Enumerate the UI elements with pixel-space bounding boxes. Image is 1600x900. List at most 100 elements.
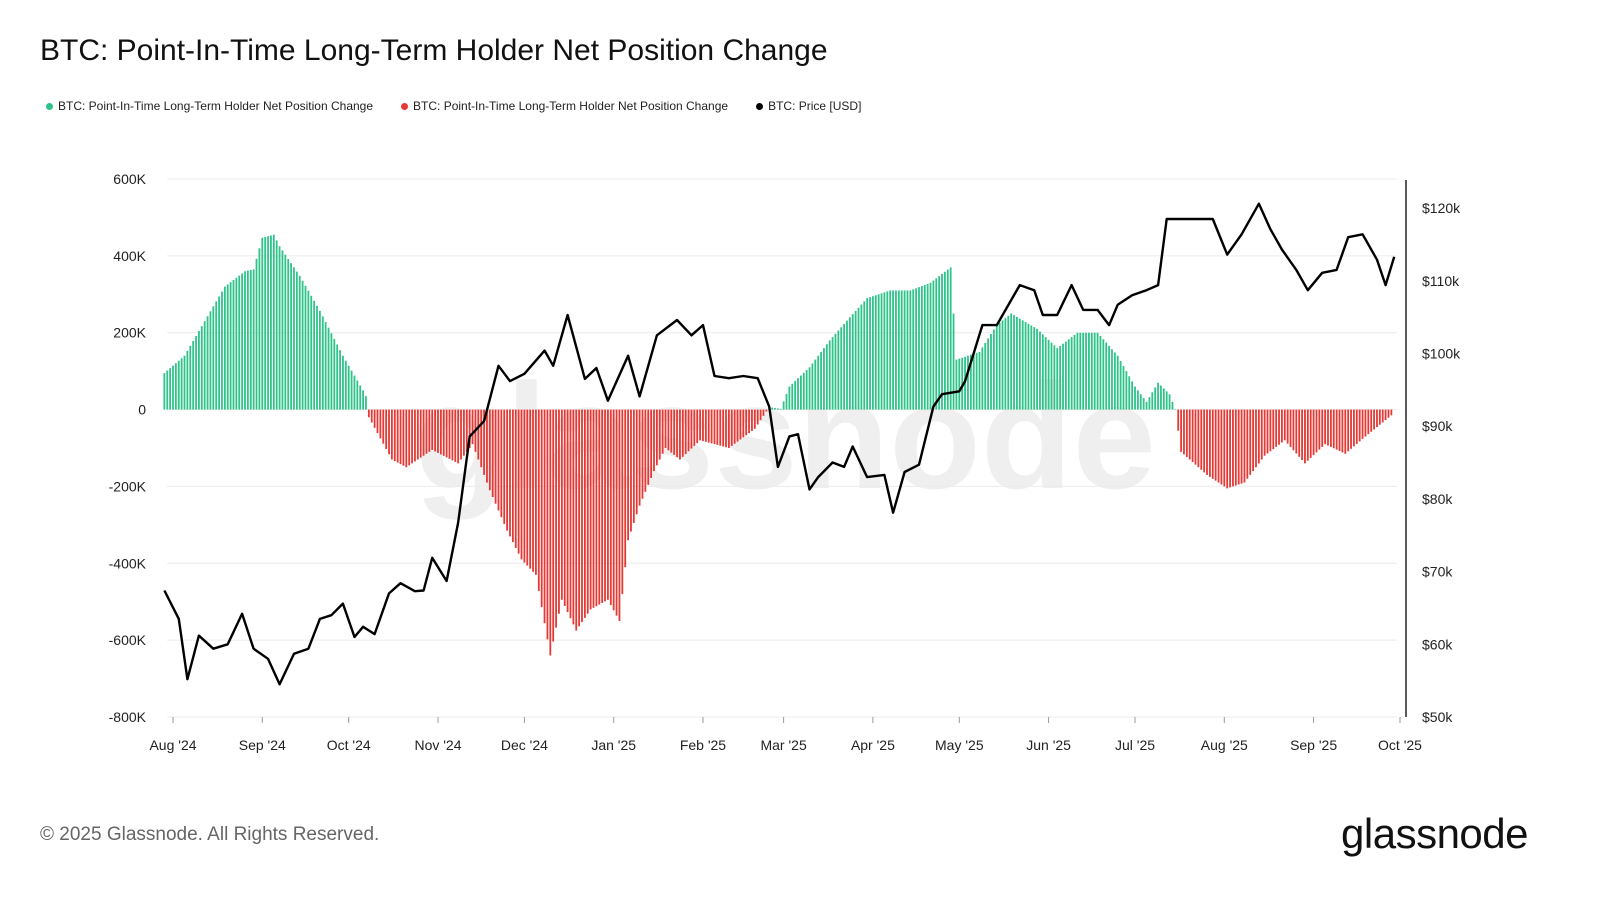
bar-positive xyxy=(808,367,811,410)
bar-negative xyxy=(1387,409,1390,418)
bar-positive xyxy=(1027,323,1030,410)
bar-positive xyxy=(1041,334,1044,410)
bar-positive xyxy=(1151,392,1154,410)
bar-negative xyxy=(676,409,678,458)
bar-positive xyxy=(166,370,169,410)
bar-negative xyxy=(751,409,753,431)
y-left-tick-label: -400K xyxy=(109,555,147,571)
bar-negative xyxy=(1260,409,1263,460)
bar-negative xyxy=(756,409,759,425)
bar-positive xyxy=(794,381,797,410)
bar-positive xyxy=(1116,355,1119,410)
bar-negative xyxy=(1197,409,1200,468)
bar-negative xyxy=(1220,409,1223,485)
bar-positive xyxy=(802,372,805,410)
bar-negative xyxy=(601,409,604,603)
bar-positive xyxy=(771,407,773,410)
bar-negative xyxy=(382,409,385,444)
bar-negative xyxy=(673,409,676,455)
bar-negative xyxy=(719,409,722,446)
bar-negative xyxy=(448,409,451,459)
bar-negative xyxy=(630,409,632,532)
bar-positive xyxy=(353,375,356,410)
bar-positive xyxy=(249,269,252,410)
bar-positive xyxy=(923,284,926,410)
bar-positive xyxy=(929,282,932,410)
bar-positive xyxy=(342,355,344,410)
bar-positive xyxy=(776,408,779,410)
bar-negative xyxy=(1390,409,1393,416)
bar-positive xyxy=(779,408,782,410)
bar-positive xyxy=(212,306,215,410)
bar-positive xyxy=(1145,401,1148,410)
bar-positive xyxy=(339,350,341,410)
bar-negative xyxy=(480,409,483,468)
bar-negative xyxy=(595,409,598,607)
bar-positive xyxy=(886,291,889,410)
y-right-tick-label: $110k xyxy=(1422,273,1460,289)
bar-negative xyxy=(710,409,713,444)
bar-positive xyxy=(163,373,166,410)
legend: BTC: Point-In-Time Long-Term Holder Net … xyxy=(46,99,861,113)
bar-negative xyxy=(624,409,627,568)
legend-item-price[interactable]: BTC: Price [USD] xyxy=(756,99,861,113)
bar-negative xyxy=(1226,409,1229,489)
bar-negative xyxy=(439,409,442,455)
y-right-tick-label: $80k xyxy=(1422,491,1453,507)
bar-positive xyxy=(998,322,1001,410)
bar-negative xyxy=(494,409,497,504)
bar-positive xyxy=(365,396,367,410)
bar-positive xyxy=(284,254,287,410)
bar-positive xyxy=(889,290,892,410)
y-left-tick-label: 600K xyxy=(113,171,146,187)
bar-negative xyxy=(598,409,601,605)
legend-item-negative[interactable]: BTC: Point-In-Time Long-Term Holder Net … xyxy=(401,99,728,113)
bar-positive xyxy=(1030,325,1033,410)
bar-negative xyxy=(503,409,506,524)
bar-positive xyxy=(969,354,972,410)
bar-positive xyxy=(1085,332,1087,410)
bar-positive xyxy=(169,368,172,410)
bar-positive xyxy=(255,258,258,410)
bar-positive xyxy=(198,331,200,410)
bar-negative xyxy=(434,409,437,452)
bar-positive xyxy=(981,347,984,410)
bar-positive xyxy=(892,290,894,410)
bar-negative xyxy=(540,409,543,608)
bar-negative xyxy=(454,409,457,462)
legend-dot-icon xyxy=(46,102,53,110)
bar-positive xyxy=(903,290,906,410)
bar-positive xyxy=(206,316,209,410)
bar-positive xyxy=(223,286,226,410)
y-left-tick-label: -600K xyxy=(109,632,147,648)
bar-negative xyxy=(1209,409,1211,477)
bar-negative xyxy=(529,409,532,569)
bar-negative xyxy=(658,409,661,460)
bar-negative xyxy=(618,409,621,621)
bar-positive xyxy=(267,236,269,410)
bar-positive xyxy=(1082,332,1085,410)
bar-negative xyxy=(1295,409,1298,454)
bar-negative xyxy=(391,409,393,460)
bar-negative xyxy=(635,409,638,515)
price-line xyxy=(163,202,1396,686)
bar-negative xyxy=(572,409,575,625)
bar-negative xyxy=(727,409,730,448)
bar-negative xyxy=(1350,409,1352,449)
legend-item-positive[interactable]: BTC: Point-In-Time Long-Term Holder Net … xyxy=(46,99,373,113)
bar-positive xyxy=(1079,332,1082,410)
x-tick-label: Apr '25 xyxy=(851,737,895,753)
bar-negative xyxy=(638,409,641,506)
y-left-tick-label: -800K xyxy=(109,709,147,725)
bar-negative xyxy=(655,409,658,466)
bar-positive xyxy=(1102,339,1105,410)
bar-positive xyxy=(785,393,788,410)
bar-negative xyxy=(1324,409,1327,445)
bar-positive xyxy=(1033,327,1036,410)
bar-negative xyxy=(500,409,503,518)
bar-positive xyxy=(811,363,814,410)
bar-negative xyxy=(1266,409,1269,454)
y-left-tick-label: 0 xyxy=(138,402,146,418)
bar-positive xyxy=(1128,376,1131,410)
bar-negative xyxy=(641,409,644,499)
